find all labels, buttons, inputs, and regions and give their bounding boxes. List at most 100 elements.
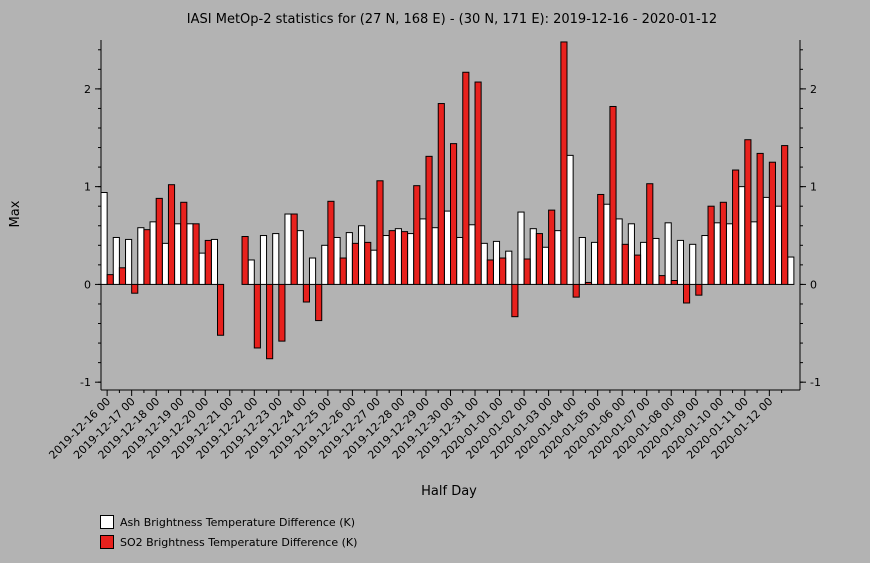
ash-bar: [443, 210, 451, 285]
ash-bar: [505, 250, 513, 285]
legend-item-so2: SO2 Brightness Temperature Difference (K…: [100, 532, 357, 552]
so2-bar: [633, 254, 642, 285]
so2-bar: [658, 275, 666, 285]
so2-bar: [400, 231, 409, 285]
ash-bar: [247, 259, 255, 285]
so2-bar: [351, 242, 360, 285]
so2-bar: [572, 283, 580, 298]
legend-swatch-so2: [100, 535, 114, 549]
ash-bar: [149, 221, 157, 285]
ash-bar: [174, 223, 182, 285]
so2-bar: [155, 197, 163, 285]
so2-bar: [744, 139, 752, 285]
so2-bar: [131, 283, 139, 294]
ash-bar: [480, 242, 488, 285]
so2-bar: [315, 283, 323, 322]
so2-bar: [327, 200, 335, 285]
legend-item-ash: Ash Brightness Temperature Difference (K…: [100, 512, 357, 532]
ash-bar: [198, 252, 206, 285]
legend-label-so2: SO2 Brightness Temperature Difference (K…: [120, 535, 358, 549]
chart-title: IASI MetOp-2 statistics for (27 N, 168 E…: [187, 12, 717, 27]
so2-bar: [756, 152, 764, 285]
ash-bar: [713, 222, 721, 285]
ash-bar: [296, 230, 304, 285]
ash-bar: [272, 233, 280, 285]
ash-bar: [787, 256, 795, 285]
so2-bar: [560, 41, 568, 285]
so2-bar: [376, 180, 384, 285]
so2-bar: [278, 283, 286, 342]
so2-bar: [486, 259, 494, 285]
ash-bar: [137, 227, 145, 285]
ash-bar: [627, 223, 635, 285]
so2-bar: [535, 233, 543, 285]
y-tick-label-right: 0: [810, 278, 817, 291]
so2-bar: [413, 185, 421, 285]
ash-bar: [578, 236, 586, 285]
ash-bar: [566, 154, 574, 285]
ash-bar: [689, 243, 697, 285]
so2-bar: [683, 283, 691, 304]
so2-bar: [609, 105, 617, 285]
ash-bar: [640, 241, 648, 285]
ash-bar: [603, 203, 611, 285]
so2-bar: [241, 236, 249, 285]
ash-bar: [345, 232, 353, 285]
ash-bar: [284, 213, 292, 285]
so2-bar: [719, 201, 727, 285]
so2-bar: [180, 201, 188, 285]
so2-bar: [621, 243, 629, 285]
so2-bar: [339, 257, 347, 285]
so2-bar: [437, 103, 445, 285]
so2-bar: [548, 209, 556, 285]
y-tick-label-left: -1: [80, 376, 91, 389]
bars-layer: [100, 41, 795, 360]
ash-bar: [492, 240, 501, 285]
so2-bar: [253, 283, 261, 349]
ash-bar: [259, 235, 268, 285]
so2-bar: [768, 161, 776, 285]
so2-bar: [217, 283, 225, 336]
so2-bar: [450, 143, 458, 285]
so2-bar: [106, 274, 114, 285]
so2-bar: [781, 145, 789, 285]
so2-bar: [511, 283, 519, 318]
ash-bar: [725, 223, 734, 285]
y-tick-label-left: 2: [84, 83, 91, 96]
y-tick-label-left: 1: [84, 181, 91, 194]
ash-bar: [517, 211, 525, 285]
so2-bar: [167, 184, 176, 285]
legend: Ash Brightness Temperature Difference (K…: [100, 512, 357, 552]
ash-bar: [370, 249, 378, 285]
ash-bar: [407, 233, 415, 285]
ash-bar: [100, 192, 108, 285]
ash-bar: [615, 218, 623, 285]
x-axis-label: Half Day: [421, 484, 477, 499]
so2-bar: [597, 193, 605, 285]
ash-bar: [664, 222, 672, 285]
ash-bar: [456, 236, 464, 285]
so2-bar: [695, 283, 703, 296]
ash-bar: [652, 237, 660, 285]
so2-bar: [707, 205, 715, 285]
ash-bar: [186, 223, 194, 285]
so2-bar: [388, 230, 396, 285]
ash-bar: [112, 236, 120, 285]
ash-bar: [529, 228, 537, 285]
so2-bar: [425, 155, 433, 285]
so2-bar: [474, 81, 482, 285]
ash-bar: [468, 224, 476, 285]
y-tick-label-left: 0: [84, 278, 91, 291]
so2-bar: [670, 280, 678, 285]
y-axis-label: Max: [8, 200, 23, 227]
so2-bar: [118, 267, 127, 285]
so2-bar: [204, 239, 212, 285]
so2-bar: [462, 71, 470, 285]
ash-bar: [774, 205, 783, 285]
ash-bar: [541, 246, 550, 285]
ash-bar: [676, 239, 684, 285]
so2-bar: [584, 281, 593, 285]
ash-bar: [161, 242, 169, 285]
so2-bar: [290, 213, 298, 285]
